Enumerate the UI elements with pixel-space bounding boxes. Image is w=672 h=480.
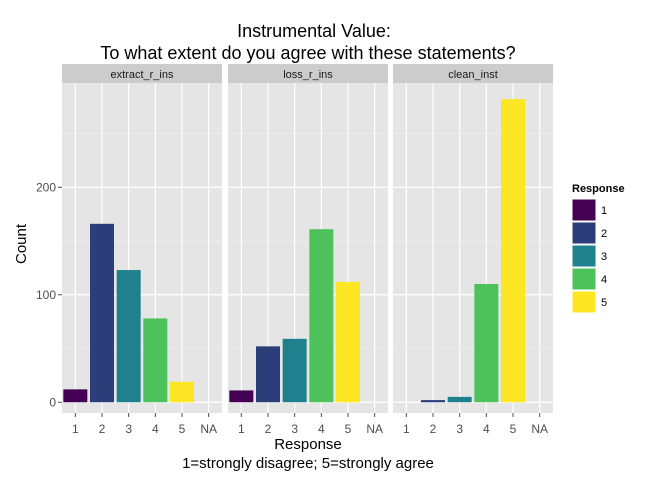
legend-key-1 (571, 198, 597, 222)
panel-background (228, 83, 388, 413)
plot-area: extract_r_ins 1 2 3 4 5 NA loss_r_ins 1 2 3 4 5 NA cle… (36, 64, 553, 436)
x-tick-label: 5 (179, 422, 186, 436)
facet-strip-extract_r_ins (62, 64, 222, 83)
legend-label: 5 (601, 297, 607, 309)
y-tick-label: 0 (49, 395, 56, 409)
facet-strip-label: extract_r_ins (111, 69, 174, 81)
legend-key-4 (571, 267, 597, 291)
bar-extract_r_ins-2 (90, 223, 114, 403)
bar-clean_inst-2 (421, 400, 445, 403)
facet-strip-clean_inst (393, 64, 553, 83)
x-tick-label: NA (200, 422, 217, 436)
legend-label: 3 (601, 251, 607, 263)
x-tick-label: 1 (403, 422, 410, 436)
x-tick-label: 3 (456, 422, 463, 436)
x-axis-title: Response (274, 436, 342, 453)
chart-title-line1: Instrumental Value: (237, 21, 391, 41)
bar-extract_r_ins-1 (63, 389, 88, 403)
x-tick-label: 4 (318, 422, 325, 436)
panel-background (393, 83, 553, 413)
x-tick-label: 1 (238, 422, 245, 436)
x-tick-label: 3 (125, 422, 132, 436)
legend-label: 1 (601, 205, 607, 217)
x-tick-label: NA (366, 422, 383, 436)
bar-extract_r_ins-5 (170, 381, 194, 403)
x-tick-label: 2 (430, 422, 437, 436)
bar-loss_r_ins-4 (309, 229, 334, 403)
bar-clean_inst-5 (501, 99, 525, 403)
bar-extract_r_ins-3 (116, 270, 141, 403)
x-tick-label: 4 (483, 422, 490, 436)
panel-background (62, 83, 222, 413)
bar-loss_r_ins-3 (282, 338, 307, 403)
chart-title-line2: To what extent do you agree with these s… (100, 43, 515, 63)
legend-key-5 (571, 290, 597, 314)
x-tick-label: 4 (152, 422, 159, 436)
x-axis-subtitle: 1=strongly disagree; 5=strongly agree (182, 455, 434, 472)
bar-loss_r_ins-2 (256, 346, 280, 403)
y-axis-title: Count (13, 223, 30, 264)
legend-title: Response (572, 183, 625, 195)
bar-loss_r_ins-5 (336, 281, 360, 403)
legend-label: 4 (601, 274, 607, 286)
legend-key-3 (571, 244, 597, 268)
facet-strip-label: clean_inst (448, 69, 498, 81)
facet-strip-loss_r_ins (228, 64, 388, 83)
bar-loss_r_ins-1 (229, 390, 254, 403)
bar-clean_inst-3 (447, 396, 472, 403)
bar-extract_r_ins-4 (143, 318, 168, 403)
x-tick-label: 5 (345, 422, 352, 436)
x-tick-label: 3 (291, 422, 298, 436)
x-tick-label: 2 (265, 422, 272, 436)
x-tick-label: 1 (72, 422, 79, 436)
x-tick-label: NA (531, 422, 548, 436)
facet-strip-label: loss_r_ins (283, 69, 333, 81)
legend: Response 1 2 3 4 5 (571, 183, 625, 314)
bar-clean_inst-4 (474, 284, 499, 403)
y-tick-label: 200 (36, 180, 56, 194)
y-tick-label: 100 (36, 288, 56, 302)
legend-label: 2 (601, 228, 607, 240)
x-tick-label: 2 (99, 422, 106, 436)
x-tick-label: 5 (510, 422, 517, 436)
legend-key-2 (571, 221, 597, 245)
